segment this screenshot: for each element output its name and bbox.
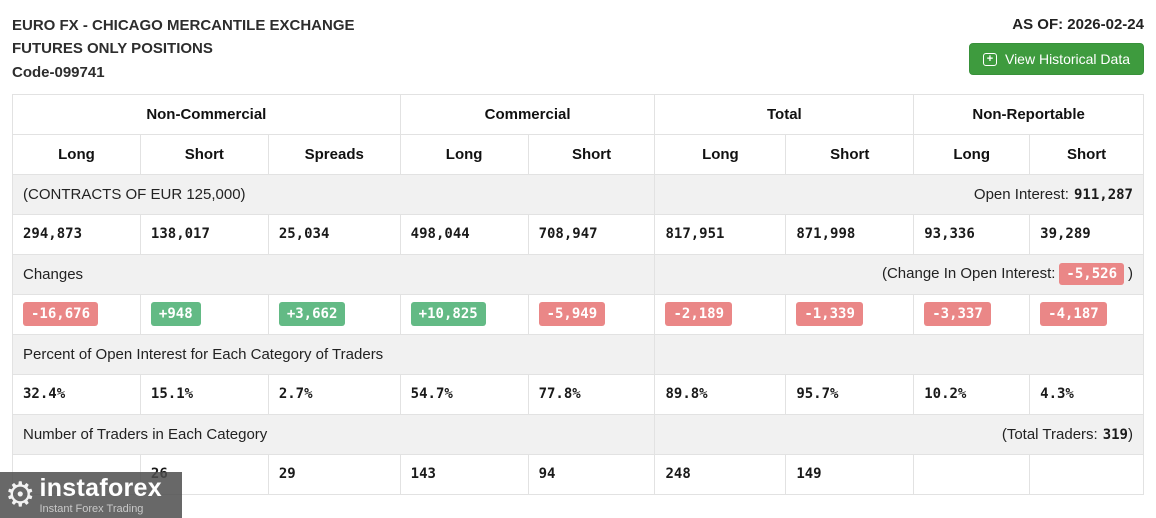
percent-t-long: 89.8% [654, 373, 787, 415]
col-nc-spreads: Spreads [267, 133, 401, 175]
view-historical-data-button[interactable]: + View Historical Data [968, 43, 1144, 75]
positions-nr-long: 93,336 [913, 213, 1031, 255]
percent-label: Percent of Open Interest for Each Catego… [11, 333, 656, 375]
total-traders: (Total Traders: 319) [654, 413, 1144, 455]
gear-logo-icon: ⚙ [5, 476, 36, 514]
title-block: EURO FX - CHICAGO MERCANTILE EXCHANGE FU… [12, 14, 355, 84]
change-badge: -16,676 [23, 302, 99, 327]
change-open-interest: (Change In Open Interest: -5,526) [654, 253, 1144, 295]
positions-nr-short: 39,289 [1029, 213, 1144, 255]
percent-nc-spreads: 2.7% [267, 373, 401, 415]
changes-t-long: -2,189 [654, 293, 787, 335]
contracts-label: (CONTRACTS OF EUR 125,000) [11, 173, 656, 215]
changes-nc-long: -16,676 [12, 293, 141, 335]
watermark-brand: instaforex [39, 473, 162, 502]
changes-nc-spreads: +3,662 [267, 293, 401, 335]
contracts-band-row: (CONTRACTS OF EUR 125,000) Open Interest… [11, 173, 1144, 215]
col-c-long: Long [399, 133, 529, 175]
total-traders-value: 319 [1102, 426, 1128, 443]
report-header: EURO FX - CHICAGO MERCANTILE EXCHANGE FU… [0, 0, 1156, 94]
changes-row: -16,676 +948 +3,662 +10,825 -5,949 -2,18… [12, 293, 1144, 335]
positions-nc-spreads: 25,034 [267, 213, 401, 255]
traders-label: Number of Traders in Each Category [11, 413, 656, 455]
percent-nr-long: 10.2% [913, 373, 1031, 415]
percent-row: 32.4% 15.1% 2.7% 54.7% 77.8% 89.8% 95.7%… [12, 373, 1144, 415]
open-interest-value: 911,287 [1073, 186, 1133, 203]
col-t-long: Long [654, 133, 787, 175]
asof-block: AS OF: 2026-02-24 + View Historical Data [968, 14, 1144, 75]
positions-c-long: 498,044 [399, 213, 529, 255]
group-non-reportable: Non-Reportable [913, 93, 1144, 135]
col-t-short: Short [785, 133, 915, 175]
col-c-short: Short [527, 133, 656, 175]
positions-nc-short: 138,017 [139, 213, 269, 255]
changes-nc-short: +948 [139, 293, 269, 335]
positions-nc-long: 294,873 [12, 213, 141, 255]
col-nr-short: Short [1029, 133, 1144, 175]
change-badge: -2,189 [665, 302, 733, 327]
group-non-commercial: Non-Commercial [12, 93, 401, 135]
positions-c-short: 708,947 [527, 213, 656, 255]
report-code: Code-099741 [12, 63, 105, 81]
calendar-plus-icon: + [982, 52, 997, 66]
change-oi-badge: -5,526 [1059, 263, 1124, 286]
col-nr-long: Long [913, 133, 1031, 175]
traders-row: 26 29 143 94 248 149 [12, 453, 1144, 495]
percent-c-short: 77.8% [527, 373, 656, 415]
report-title: EURO FX - CHICAGO MERCANTILE EXCHANGE [12, 17, 355, 34]
changes-nr-short: -4,187 [1029, 293, 1144, 335]
watermark-tagline: Instant Forex Trading [39, 502, 144, 515]
changes-t-short: -1,339 [785, 293, 915, 335]
col-nc-short: Short [139, 133, 269, 175]
traders-nc-spreads: 29 [267, 453, 401, 495]
as-of-date: AS OF: 2026-02-24 [1012, 16, 1144, 33]
change-oi-prefix: (Change In Open Interest: [881, 265, 1056, 283]
change-badge: +3,662 [278, 302, 346, 327]
percent-t-short: 95.7% [785, 373, 915, 415]
changes-label: Changes [11, 253, 656, 295]
open-interest-label: Open Interest: [973, 185, 1069, 203]
change-badge: +948 [150, 302, 201, 327]
watermark-text: instaforex Instant Forex Trading [39, 473, 162, 515]
changes-c-short: -5,949 [527, 293, 656, 335]
percent-nc-long: 32.4% [12, 373, 141, 415]
report-subtitle: FUTURES ONLY POSITIONS [12, 40, 213, 58]
changes-nr-long: -3,337 [913, 293, 1031, 335]
positions-t-long: 817,951 [654, 213, 787, 255]
changes-c-long: +10,825 [399, 293, 529, 335]
change-badge: +10,825 [410, 302, 486, 327]
group-total: Total [654, 93, 915, 135]
view-historical-data-label: View Historical Data [1004, 51, 1130, 67]
traders-t-short: 149 [785, 453, 915, 495]
total-traders-suffix: ) [1128, 425, 1133, 443]
instaforex-watermark: ⚙ instaforex Instant Forex Trading [0, 472, 182, 518]
traders-nr-long [913, 453, 1031, 495]
percent-band-row: Percent of Open Interest for Each Catego… [11, 333, 1144, 375]
col-nc-long: Long [12, 133, 141, 175]
traders-c-short: 94 [527, 453, 656, 495]
positions-t-short: 871,998 [785, 213, 915, 255]
percent-nr-short: 4.3% [1029, 373, 1144, 415]
change-badge: -4,187 [1040, 302, 1107, 327]
percent-nc-short: 15.1% [139, 373, 269, 415]
positions-row: 294,873 138,017 25,034 498,044 708,947 8… [12, 213, 1144, 255]
change-oi-suffix: ) [1128, 265, 1133, 283]
change-badge: -1,339 [796, 302, 863, 327]
change-badge: -3,337 [924, 302, 991, 327]
percent-band-empty [654, 333, 1144, 375]
group-header-row: Non-Commercial Commercial Total Non-Repo… [12, 93, 1144, 135]
group-commercial: Commercial [399, 93, 656, 135]
column-header-row: Long Short Spreads Long Short Long Short… [12, 133, 1144, 175]
traders-band-row: Number of Traders in Each Category (Tota… [11, 413, 1144, 455]
traders-t-long: 248 [654, 453, 787, 495]
traders-c-long: 143 [399, 453, 529, 495]
changes-band-row: Changes (Change In Open Interest: -5,526) [11, 253, 1144, 295]
traders-nr-short [1029, 453, 1144, 495]
cot-positions-table: Non-Commercial Commercial Total Non-Repo… [11, 93, 1144, 495]
open-interest: Open Interest: 911,287 [654, 173, 1144, 215]
percent-c-long: 54.7% [399, 373, 529, 415]
change-badge: -5,949 [538, 302, 606, 327]
total-traders-prefix: (Total Traders: [1001, 425, 1098, 443]
